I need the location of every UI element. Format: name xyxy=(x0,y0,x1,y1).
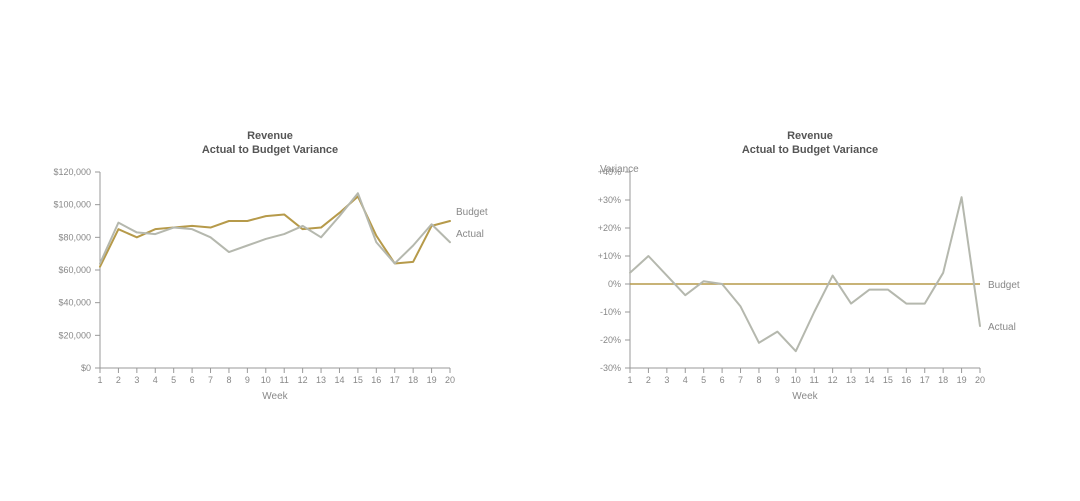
right-chart-title: Revenue Actual to Budget Variance xyxy=(570,130,1050,158)
svg-text:Actual: Actual xyxy=(456,229,484,240)
right-chart-title-line2: Actual to Budget Variance xyxy=(742,144,878,156)
svg-text:11: 11 xyxy=(280,375,289,385)
svg-text:16: 16 xyxy=(371,375,381,385)
left-chart-title: Revenue Actual to Budget Variance xyxy=(30,130,510,158)
svg-text:6: 6 xyxy=(720,375,725,385)
svg-text:$20,000: $20,000 xyxy=(58,330,91,340)
svg-text:19: 19 xyxy=(427,375,437,385)
svg-text:12: 12 xyxy=(298,375,308,385)
svg-text:$40,000: $40,000 xyxy=(58,297,91,307)
svg-text:2: 2 xyxy=(116,375,121,385)
svg-text:17: 17 xyxy=(390,375,400,385)
svg-text:9: 9 xyxy=(775,375,780,385)
svg-text:13: 13 xyxy=(846,375,856,385)
svg-text:Week: Week xyxy=(792,391,818,402)
svg-text:8: 8 xyxy=(756,375,761,385)
svg-text:3: 3 xyxy=(664,375,669,385)
svg-text:9: 9 xyxy=(245,375,250,385)
svg-text:7: 7 xyxy=(738,375,743,385)
svg-text:$0: $0 xyxy=(81,363,91,373)
svg-text:-10%: -10% xyxy=(600,307,621,317)
svg-text:11: 11 xyxy=(810,375,819,385)
svg-text:Budget: Budget xyxy=(988,280,1020,291)
svg-text:1: 1 xyxy=(627,375,632,385)
svg-text:+20%: +20% xyxy=(598,223,621,233)
svg-text:14: 14 xyxy=(334,375,344,385)
svg-text:2: 2 xyxy=(646,375,651,385)
svg-text:12: 12 xyxy=(828,375,838,385)
svg-text:20: 20 xyxy=(975,375,985,385)
svg-text:16: 16 xyxy=(901,375,911,385)
svg-text:7: 7 xyxy=(208,375,213,385)
svg-text:4: 4 xyxy=(683,375,688,385)
svg-text:17: 17 xyxy=(920,375,930,385)
svg-text:+10%: +10% xyxy=(598,251,621,261)
svg-text:10: 10 xyxy=(791,375,801,385)
svg-text:20: 20 xyxy=(445,375,455,385)
svg-text:Week: Week xyxy=(262,391,288,402)
left-chart-title-line1: Revenue xyxy=(247,130,293,142)
svg-text:3: 3 xyxy=(134,375,139,385)
svg-text:10: 10 xyxy=(261,375,271,385)
svg-text:0%: 0% xyxy=(608,279,621,289)
svg-text:14: 14 xyxy=(864,375,874,385)
svg-text:15: 15 xyxy=(353,375,363,385)
svg-text:$100,000: $100,000 xyxy=(53,199,91,209)
left-chart: Revenue Actual to Budget Variance $0 $20,… xyxy=(30,130,510,408)
svg-text:18: 18 xyxy=(938,375,948,385)
svg-text:18: 18 xyxy=(408,375,418,385)
svg-text:15: 15 xyxy=(883,375,893,385)
svg-text:5: 5 xyxy=(171,375,176,385)
svg-text:19: 19 xyxy=(957,375,967,385)
svg-text:13: 13 xyxy=(316,375,326,385)
svg-text:+30%: +30% xyxy=(598,195,621,205)
svg-text:Variance: Variance xyxy=(600,164,639,175)
right-chart-title-line1: Revenue xyxy=(787,130,833,142)
svg-text:$120,000: $120,000 xyxy=(53,167,91,177)
svg-text:4: 4 xyxy=(153,375,158,385)
svg-text:Actual: Actual xyxy=(988,322,1016,333)
svg-text:6: 6 xyxy=(190,375,195,385)
svg-text:$80,000: $80,000 xyxy=(58,232,91,242)
page: Revenue Actual to Budget Variance $0 $20,… xyxy=(0,0,1080,501)
left-chart-svg: $0 $20,000 $40,000 $60,000 $80,000 $100,000 $1… xyxy=(30,162,510,408)
svg-text:-20%: -20% xyxy=(600,335,621,345)
right-chart: Revenue Actual to Budget Variance -30% -2… xyxy=(570,130,1050,408)
svg-text:5: 5 xyxy=(701,375,706,385)
svg-text:1: 1 xyxy=(97,375,102,385)
left-chart-title-line2: Actual to Budget Variance xyxy=(202,144,338,156)
svg-text:8: 8 xyxy=(226,375,231,385)
svg-text:-30%: -30% xyxy=(600,363,621,373)
right-chart-svg: -30%-20%-10%0%+10%+20%+30%+40%1234567891… xyxy=(570,162,1050,408)
svg-text:$60,000: $60,000 xyxy=(58,265,91,275)
svg-text:Budget: Budget xyxy=(456,207,488,218)
